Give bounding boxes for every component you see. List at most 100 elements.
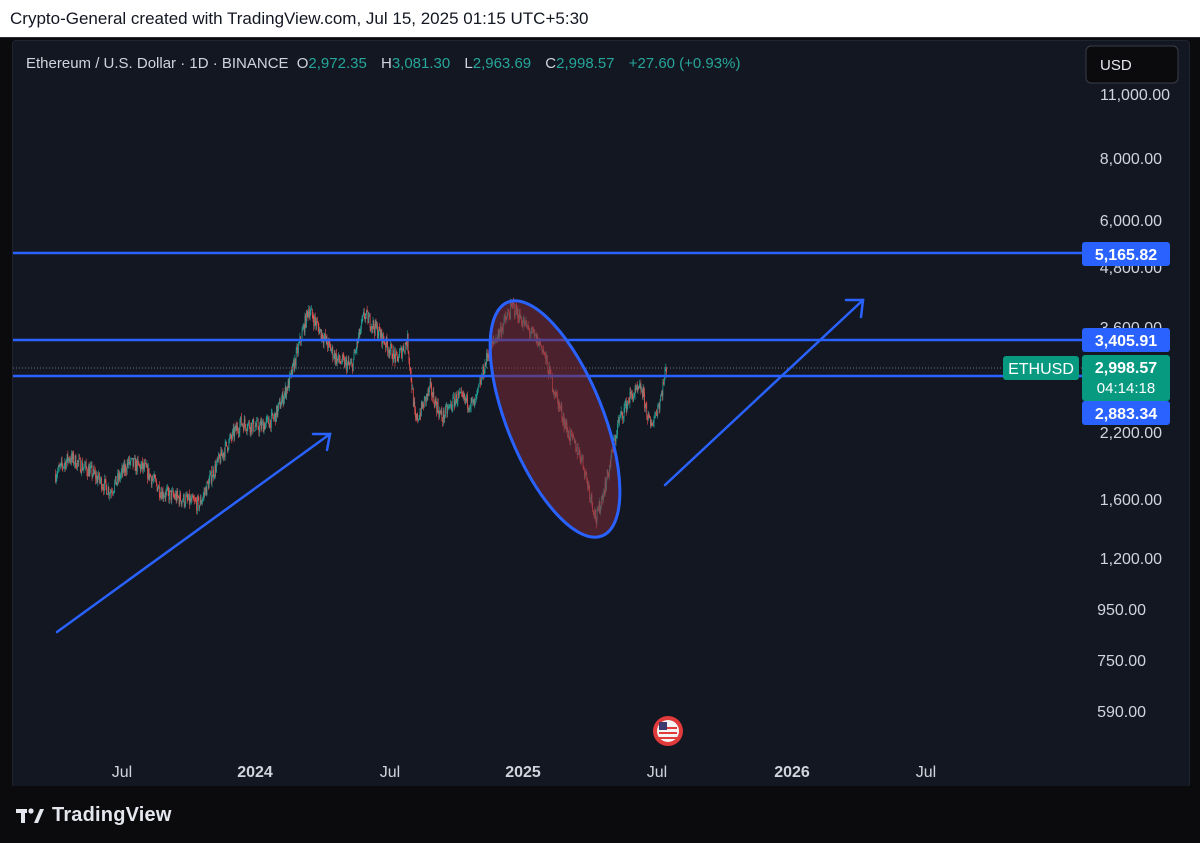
candle-body	[148, 468, 150, 479]
highlight-ellipse[interactable]	[463, 284, 646, 554]
candle-body	[401, 351, 403, 358]
candle-body	[86, 467, 88, 474]
candle-body	[238, 432, 240, 434]
candle-body	[268, 423, 270, 428]
candle-body	[377, 334, 379, 338]
time-axis[interactable]: Jul 2024 Jul 2025 Jul 2026 Jul	[112, 764, 936, 781]
candle-body	[470, 398, 472, 408]
candle-body	[320, 329, 322, 339]
candle-body	[252, 419, 254, 423]
candle-body	[615, 435, 617, 442]
candle-body	[647, 416, 648, 420]
candle-body	[414, 401, 416, 410]
candle-body	[101, 487, 103, 490]
candle-body	[644, 392, 645, 408]
candle-body	[321, 333, 323, 339]
candle-body	[240, 416, 242, 425]
candle-body	[349, 364, 350, 365]
candle-body	[107, 494, 108, 495]
candle-body	[355, 350, 357, 351]
candle-body	[335, 353, 337, 362]
candle-body	[269, 419, 271, 428]
candle-body	[661, 392, 663, 397]
time-tick-year: 2024	[237, 764, 273, 781]
candle-body	[285, 387, 287, 397]
candle-body	[396, 353, 398, 357]
candle-body	[476, 391, 478, 395]
candle-body	[617, 423, 618, 435]
candle-body	[124, 465, 126, 472]
candle-body	[166, 489, 167, 492]
candle-body	[274, 413, 276, 417]
candle-body	[330, 350, 332, 352]
candle-body	[281, 392, 283, 400]
low-value: 2,963.69	[473, 55, 531, 72]
candle-body	[115, 476, 116, 483]
candle-body	[189, 498, 191, 505]
candle-body	[82, 468, 84, 470]
candle-body	[418, 418, 420, 420]
candle-body	[101, 477, 102, 490]
candle-body	[151, 478, 153, 485]
tradingview-brand-text: TradingView	[52, 804, 172, 826]
candle-body	[188, 493, 189, 500]
candle-body	[158, 485, 159, 489]
candle-body	[447, 408, 449, 414]
tradingview-logo[interactable]: TradingView	[16, 804, 172, 827]
candle-body	[239, 423, 241, 433]
candle-body	[253, 419, 255, 431]
candle-body	[426, 394, 427, 403]
candle-body	[172, 490, 174, 496]
trend-arrows[interactable]	[55, 298, 865, 634]
candle-body	[373, 320, 375, 328]
candle-body	[309, 310, 310, 318]
candle-body	[286, 387, 288, 397]
candle-body	[459, 392, 461, 394]
candle-body	[660, 396, 662, 402]
candle-body	[202, 499, 203, 502]
candle-body	[648, 413, 650, 416]
candle-body	[259, 425, 260, 433]
price-axis[interactable]: 11,000.00 8,000.00 6,000.00 4,800.00 3,6…	[1097, 87, 1170, 721]
candle-body	[350, 362, 352, 364]
us-flag-event-icon[interactable]	[653, 716, 683, 746]
candle-body	[636, 385, 638, 390]
candle-body	[325, 334, 326, 341]
badge-symbol[interactable]: ETHUSD	[1003, 356, 1079, 380]
candle-body	[431, 384, 432, 396]
candle-body	[176, 491, 178, 501]
candle-body	[170, 490, 172, 501]
candle-body	[431, 395, 433, 398]
candle-body	[150, 474, 151, 477]
candle-body	[257, 420, 259, 429]
candle-body	[632, 395, 634, 402]
candle-body	[255, 426, 257, 427]
candle-body	[422, 403, 424, 408]
candle-body	[347, 363, 348, 371]
candle-body	[186, 495, 187, 497]
candle-body	[105, 479, 107, 486]
candle-body	[149, 474, 151, 479]
candle-body	[391, 346, 393, 359]
candle-body	[57, 470, 58, 475]
candle-body	[92, 474, 94, 477]
arrow-up-left[interactable]	[55, 432, 332, 634]
candle-body	[644, 403, 646, 408]
candle-body	[420, 402, 422, 416]
candle-body	[179, 493, 181, 504]
candle-body	[168, 491, 170, 500]
arrow-up-right[interactable]	[663, 298, 865, 487]
currency-button[interactable]: USD	[1085, 45, 1179, 84]
candle-body	[64, 461, 66, 465]
candle-body	[117, 473, 118, 483]
candle-body	[290, 370, 292, 374]
candle-body	[383, 339, 385, 344]
candle-body	[57, 466, 59, 471]
candle-body	[467, 407, 469, 409]
candle-body	[259, 421, 261, 426]
candle-body	[487, 354, 489, 357]
candle-body	[159, 495, 161, 497]
candle-body	[642, 391, 643, 398]
candle-body	[379, 326, 380, 332]
